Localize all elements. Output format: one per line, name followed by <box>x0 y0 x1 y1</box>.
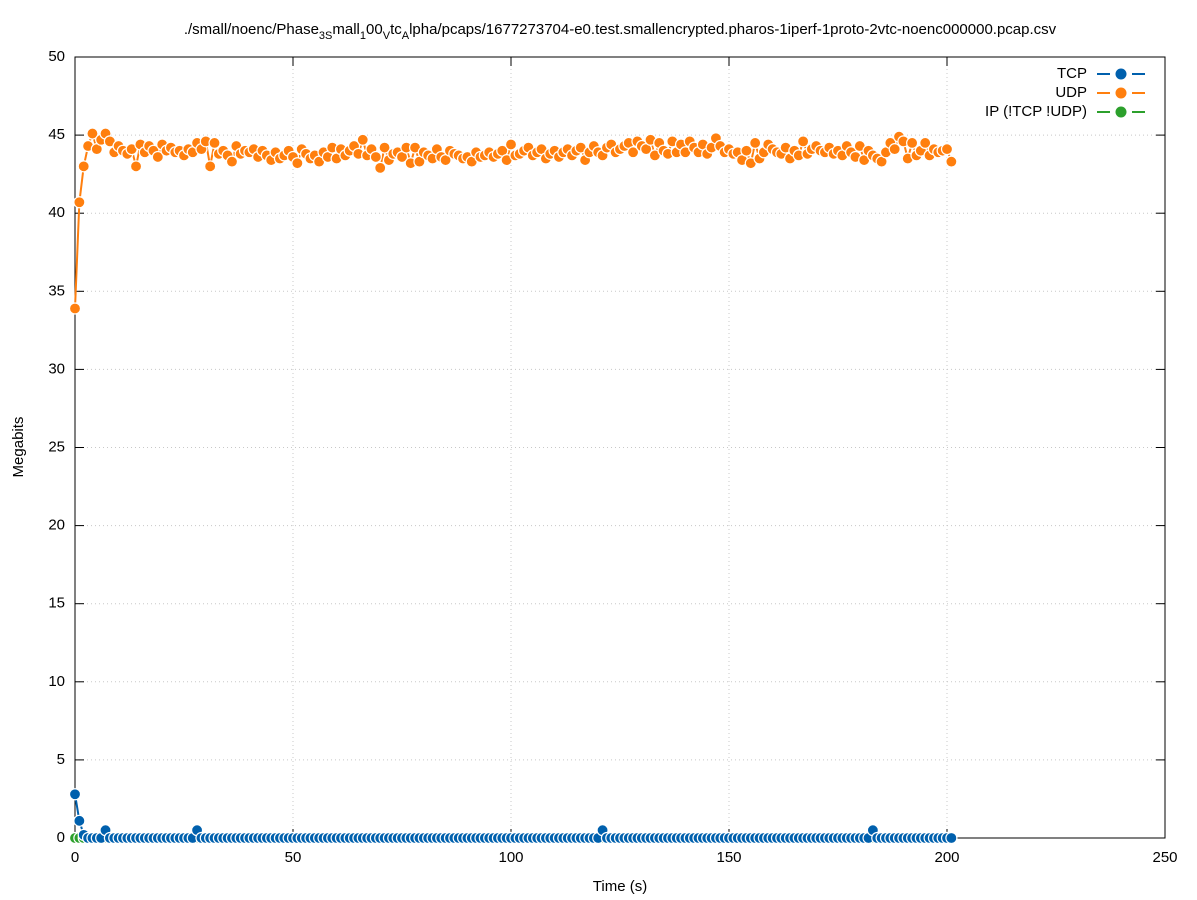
y-tick-label: 0 <box>57 829 65 846</box>
y-axis-label: Megabits <box>10 417 27 478</box>
y-tick-label: 45 <box>48 126 65 143</box>
x-tick-label: 50 <box>285 849 302 866</box>
data-point <box>129 160 143 173</box>
data-point <box>68 788 82 801</box>
data-point <box>749 136 762 150</box>
data-point <box>945 155 958 168</box>
legend-label: IP (!TCP !UDP) <box>985 103 1087 120</box>
title-part: V <box>383 30 391 42</box>
x-axis-label: Time (s) <box>593 878 647 895</box>
title-part: 1 <box>360 30 366 42</box>
legend-label: TCP <box>1057 65 1087 82</box>
data-point <box>374 161 387 175</box>
data-point <box>208 136 221 150</box>
data-point <box>204 160 217 173</box>
title-part: tc <box>390 21 402 38</box>
legend-label: UDP <box>1055 84 1087 101</box>
legend-marker <box>1115 106 1127 118</box>
x-tick-label: 100 <box>498 849 523 866</box>
y-tick-label: 40 <box>48 204 65 221</box>
data-point <box>86 127 99 140</box>
data-point <box>77 160 90 173</box>
y-tick-label: 20 <box>48 517 65 534</box>
x-tick-label: 250 <box>1152 849 1177 866</box>
legend-marker <box>1115 68 1127 80</box>
y-tick-label: 10 <box>48 673 65 690</box>
data-point <box>626 146 640 159</box>
data-point <box>919 136 932 150</box>
legend-marker <box>1115 87 1127 99</box>
data-point <box>73 814 86 827</box>
x-tick-label: 150 <box>716 849 741 866</box>
y-tick-label: 35 <box>48 282 65 299</box>
y-tick-label: 25 <box>48 438 65 455</box>
data-point <box>291 157 304 170</box>
y-tick-label: 5 <box>57 751 65 768</box>
title-part: ./small/noenc/Phase <box>184 21 319 38</box>
y-tick-label: 30 <box>48 360 65 377</box>
title-part: 3S <box>319 30 332 42</box>
data-point <box>906 136 919 150</box>
data-point <box>151 150 164 164</box>
data-point <box>225 155 239 168</box>
chart-title: ./small/noenc/Phase3Small100VtcAlpha/pca… <box>184 21 1057 42</box>
title-part: mall <box>332 21 360 38</box>
data-point <box>356 133 369 146</box>
data-point <box>740 144 753 157</box>
data-point <box>68 302 82 315</box>
data-point <box>369 150 382 164</box>
data-point <box>378 141 391 154</box>
data-point <box>940 143 954 156</box>
title-part: lpha/pcaps/1677273704-e0.test.smallencry… <box>409 21 1057 38</box>
y-tick-label: 15 <box>48 595 65 612</box>
data-point <box>945 831 958 845</box>
data-point <box>797 135 810 148</box>
x-tick-label: 200 <box>934 849 959 866</box>
y-tick-label: 50 <box>48 48 65 65</box>
data-point <box>504 138 518 151</box>
data-point <box>73 196 86 209</box>
title-part: A <box>402 30 410 42</box>
x-tick-label: 0 <box>71 849 79 866</box>
data-point <box>888 143 901 156</box>
title-part: 00 <box>366 21 383 38</box>
